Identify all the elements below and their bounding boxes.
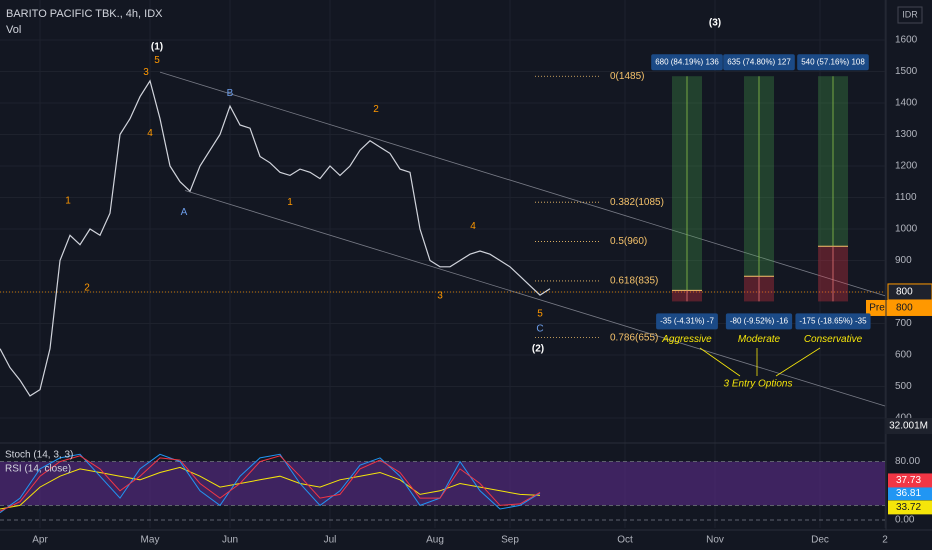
premarket-box <box>888 299 932 316</box>
y-tick-label: 900 <box>895 255 912 266</box>
wave-label: C <box>536 323 543 334</box>
x-tick-label: 2 <box>882 535 888 546</box>
wave-label: (3) <box>709 18 721 29</box>
x-tick-label: Jul <box>324 535 337 546</box>
wave-label: 4 <box>470 221 476 232</box>
stop-label-box <box>725 313 793 330</box>
y-tick-label: 1600 <box>895 35 918 46</box>
premarket-label: 800 <box>896 303 913 314</box>
oscillator-band <box>0 461 885 506</box>
x-tick-label: Apr <box>32 535 48 546</box>
y-tick-label: 500 <box>895 381 912 392</box>
premarket-tag <box>866 299 888 316</box>
wave-label: A <box>181 207 188 218</box>
wave-label: (1) <box>151 42 163 53</box>
last-value-label: 36.81 <box>896 488 921 499</box>
fib-label: 0(1485) <box>610 71 644 82</box>
x-tick-label: Nov <box>706 535 724 546</box>
stoch-legend: Stoch (14, 3, 3) <box>5 450 73 461</box>
y-tick-label: 1100 <box>895 192 917 203</box>
last-price-label: 800 <box>896 287 913 298</box>
y-tick-label: 1000 <box>895 224 918 235</box>
note-arrows <box>699 347 821 377</box>
y-tick-label: 600 <box>895 350 912 361</box>
target-label-box <box>723 54 795 71</box>
wave-label: 5 <box>154 55 160 66</box>
wave-label: 1 <box>65 195 71 206</box>
fib-label: 0.618(835) <box>610 276 658 287</box>
oscillator-line <box>0 466 541 510</box>
y-tick-label: 80.00 <box>895 456 920 467</box>
last-value-label: 37.73 <box>896 475 921 486</box>
position-name: Moderate <box>738 334 781 345</box>
last-value-box <box>888 486 932 501</box>
y-tick-label: 1300 <box>895 129 918 140</box>
wave-label: 5 <box>537 308 543 319</box>
last-value-label: 33.72 <box>896 502 921 513</box>
entry-note: 3 Entry Options <box>724 379 793 390</box>
wave-label: 1 <box>287 197 293 208</box>
last-value-box <box>888 500 932 515</box>
trendline <box>159 71 886 297</box>
wave-label: 3 <box>437 290 443 301</box>
y-tick-label: 0.00 <box>895 515 915 526</box>
position-name: Aggressive <box>661 334 712 345</box>
last-value-box <box>888 473 932 488</box>
volume-label: 32.001M <box>889 421 928 432</box>
position-name: Conservative <box>804 334 863 345</box>
volume-label-box <box>885 418 932 434</box>
trendline <box>184 190 886 407</box>
fib-label: 0.5(960) <box>610 236 647 247</box>
y-tick-label: 700 <box>895 318 912 329</box>
wave-label: 2 <box>84 283 90 294</box>
x-tick-label: May <box>141 535 160 546</box>
volume-legend: Vol <box>6 24 21 36</box>
oscillator-line <box>0 453 541 514</box>
x-tick-label: Sep <box>501 535 519 546</box>
target-label: 635 (74.80%) 127 <box>727 57 791 66</box>
currency-box <box>897 6 923 24</box>
wave-label: 3 <box>143 67 149 78</box>
y-tick-label: 1500 <box>895 66 918 77</box>
stop-label-box <box>795 313 871 330</box>
x-tick-label: Oct <box>617 535 633 546</box>
stop-label: -175 (-18.65%) -35 <box>799 317 867 326</box>
chart-title: BARITO PACIFIC TBK., 4h, IDX <box>6 8 163 20</box>
oscillator-line <box>0 455 541 512</box>
premarket-tag-label: Pre <box>869 303 885 314</box>
wave-label: 4 <box>147 128 153 139</box>
stop-label: -35 (-4.31%) -7 <box>660 317 714 326</box>
target-label-box <box>797 54 869 71</box>
price-line <box>0 79 551 397</box>
wave-label: (2) <box>532 344 544 355</box>
target-label-box <box>651 54 723 71</box>
x-tick-label: Aug <box>426 535 444 546</box>
wave-label: 2 <box>373 104 379 115</box>
stop-label-box <box>656 313 718 330</box>
target-label: 540 (57.16%) 108 <box>801 57 865 66</box>
rsi-legend: RSI (14, close) <box>5 464 71 475</box>
y-tick-label: 1200 <box>895 161 918 172</box>
currency: IDR <box>902 9 918 19</box>
x-tick-label: Dec <box>811 535 829 546</box>
fib-label: 0.382(1085) <box>610 197 664 208</box>
wave-label: B <box>227 88 234 99</box>
y-tick-label: 1400 <box>895 98 918 109</box>
stop-label: -80 (-9.52%) -16 <box>730 317 789 326</box>
x-tick-label: Jun <box>222 535 238 546</box>
target-label: 680 (84.19%) 136 <box>655 57 719 66</box>
fib-label: 0.786(655) <box>610 332 658 343</box>
